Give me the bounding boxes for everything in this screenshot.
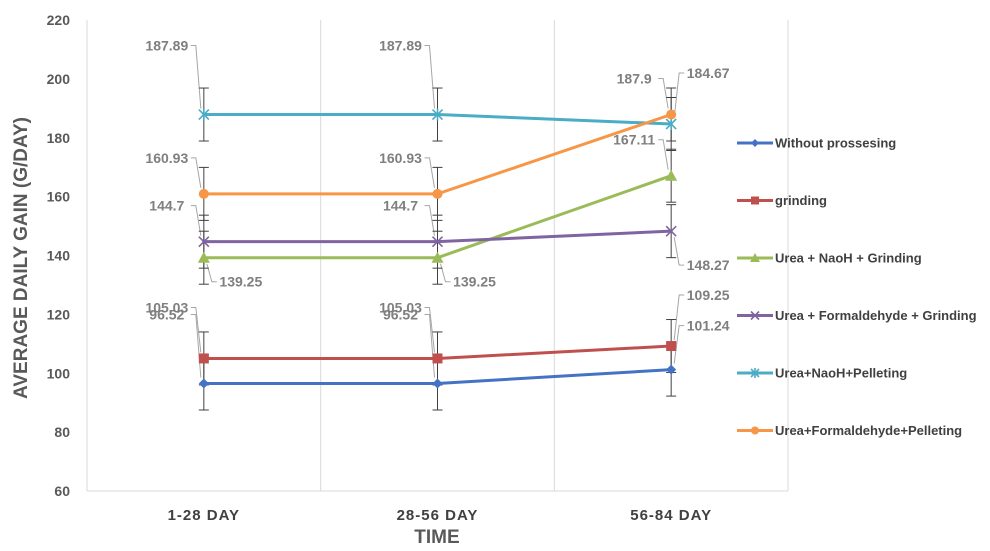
marker-square bbox=[432, 353, 443, 364]
marker-triangle bbox=[665, 169, 678, 181]
x-axis-ticks: 1-28 DAY 28-56 DAY 56-84 DAY bbox=[168, 507, 712, 524]
legend-item: Without prossesing bbox=[737, 136, 896, 151]
marker-star bbox=[665, 118, 677, 131]
y-tick-label: 140 bbox=[47, 248, 71, 264]
y-tick-label: 160 bbox=[47, 189, 71, 205]
data-label: 105.03 bbox=[145, 299, 188, 315]
marker-x-stroke bbox=[431, 236, 444, 248]
y-tick-label: 200 bbox=[47, 71, 71, 87]
series-markers bbox=[197, 108, 678, 389]
leader-line bbox=[424, 205, 435, 236]
leader-line bbox=[673, 294, 685, 341]
leader-line bbox=[673, 72, 685, 119]
leader-line bbox=[440, 263, 451, 283]
marker-triangle bbox=[750, 253, 760, 262]
marker-x-stroke bbox=[198, 236, 210, 248]
y-tick-label: 60 bbox=[54, 483, 70, 499]
leader-line bbox=[190, 45, 202, 109]
marker-triangle bbox=[197, 251, 210, 263]
leader-line bbox=[424, 306, 435, 353]
marker-diamond bbox=[751, 139, 759, 147]
data-label: 96.52 bbox=[149, 306, 184, 322]
marker-star bbox=[198, 108, 210, 121]
marker-triangle bbox=[431, 251, 444, 263]
legend-item: Urea + Formaldehyde + Grinding bbox=[737, 308, 977, 323]
marker-circle bbox=[666, 109, 677, 120]
y-axis-ticks: 60 80 100 120 140 160 180 200 220 bbox=[47, 12, 71, 499]
marker-x bbox=[665, 225, 677, 237]
legend-label: Urea+Formaldehyde+Pelleting bbox=[775, 423, 962, 438]
leader-line bbox=[190, 205, 202, 236]
y-tick-label: 180 bbox=[47, 130, 71, 146]
legend-item: Urea+Formaldehyde+Pelleting bbox=[737, 423, 962, 438]
marker-square bbox=[198, 353, 209, 364]
data-label: 139.25 bbox=[453, 274, 496, 290]
marker-square bbox=[666, 341, 677, 352]
data-label: 105.03 bbox=[379, 299, 422, 315]
data-label: 96.52 bbox=[383, 306, 418, 322]
marker-x-stroke bbox=[665, 225, 677, 237]
marker-x bbox=[198, 236, 210, 248]
legend-item: grinding bbox=[737, 193, 827, 208]
leader-line bbox=[658, 139, 669, 170]
marker-circle bbox=[751, 426, 759, 435]
data-labels: 96.52 96.52 101.24 105.03 105.03 109.25 139.25… bbox=[145, 38, 729, 334]
legend-label: Urea + Formaldehyde + Grinding bbox=[775, 308, 977, 323]
x-tick-label: 28-56 DAY bbox=[397, 507, 479, 524]
x-tick-label: 1-28 DAY bbox=[168, 507, 240, 524]
leader-line bbox=[206, 263, 217, 283]
y-tick-label: 120 bbox=[47, 306, 71, 322]
marker-circle bbox=[198, 188, 209, 199]
data-label: 167.11 bbox=[613, 132, 655, 148]
data-label: 139.25 bbox=[219, 274, 262, 290]
data-label: 187.9 bbox=[617, 70, 652, 86]
x-axis-title: TIME bbox=[414, 527, 459, 548]
data-label: 187.89 bbox=[379, 38, 422, 54]
marker-x-stroke bbox=[750, 310, 760, 321]
legend-label: Without prossesing bbox=[775, 136, 896, 151]
marker-circle bbox=[432, 188, 443, 199]
legend-label: Urea+NaoH+Pelleting bbox=[775, 366, 907, 381]
y-tick-label: 80 bbox=[54, 424, 70, 440]
leader-line bbox=[190, 157, 202, 188]
leader-line bbox=[424, 157, 435, 188]
y-tick-label: 220 bbox=[47, 12, 71, 28]
marker-x bbox=[431, 236, 444, 248]
data-label: 187.89 bbox=[145, 38, 188, 54]
legend-label: grinding bbox=[775, 193, 827, 208]
marker-diamond bbox=[666, 364, 677, 375]
data-label: 109.25 bbox=[687, 287, 730, 303]
marker-square bbox=[751, 196, 759, 205]
y-axis-title: AVERAGE DAILY GAIN (G/DAY) bbox=[11, 117, 32, 399]
marker-star bbox=[750, 368, 760, 378]
data-label: 148.27 bbox=[687, 257, 730, 273]
legend-item: Urea+NaoH+Pelleting bbox=[737, 366, 907, 381]
data-label: 184.67 bbox=[687, 65, 730, 81]
data-label: 160.93 bbox=[145, 150, 188, 166]
legend: Without prossesing grinding Urea + NaoH + … bbox=[737, 136, 977, 438]
data-label-leaders bbox=[190, 45, 685, 378]
leader-line bbox=[190, 313, 202, 378]
marker-diamond bbox=[198, 378, 209, 389]
data-label: 144.7 bbox=[383, 198, 418, 214]
x-tick-label: 56-84 DAY bbox=[630, 507, 712, 524]
leader-line bbox=[673, 237, 685, 266]
leader-line bbox=[658, 77, 669, 109]
legend-label: Urea + NaoH + Grinding bbox=[775, 251, 922, 266]
data-label: 101.24 bbox=[687, 318, 730, 334]
data-label: 160.93 bbox=[379, 150, 422, 166]
marker-diamond bbox=[432, 378, 443, 389]
leader-line bbox=[190, 306, 202, 353]
vertical-gridlines bbox=[86, 20, 789, 491]
leader-line bbox=[424, 313, 435, 378]
data-label: 144.7 bbox=[149, 198, 184, 214]
leader-line bbox=[424, 45, 435, 109]
marker-x bbox=[750, 310, 760, 321]
marker-star bbox=[431, 108, 444, 121]
legend-item: Urea + NaoH + Grinding bbox=[737, 251, 922, 266]
y-tick-label: 100 bbox=[47, 365, 71, 381]
